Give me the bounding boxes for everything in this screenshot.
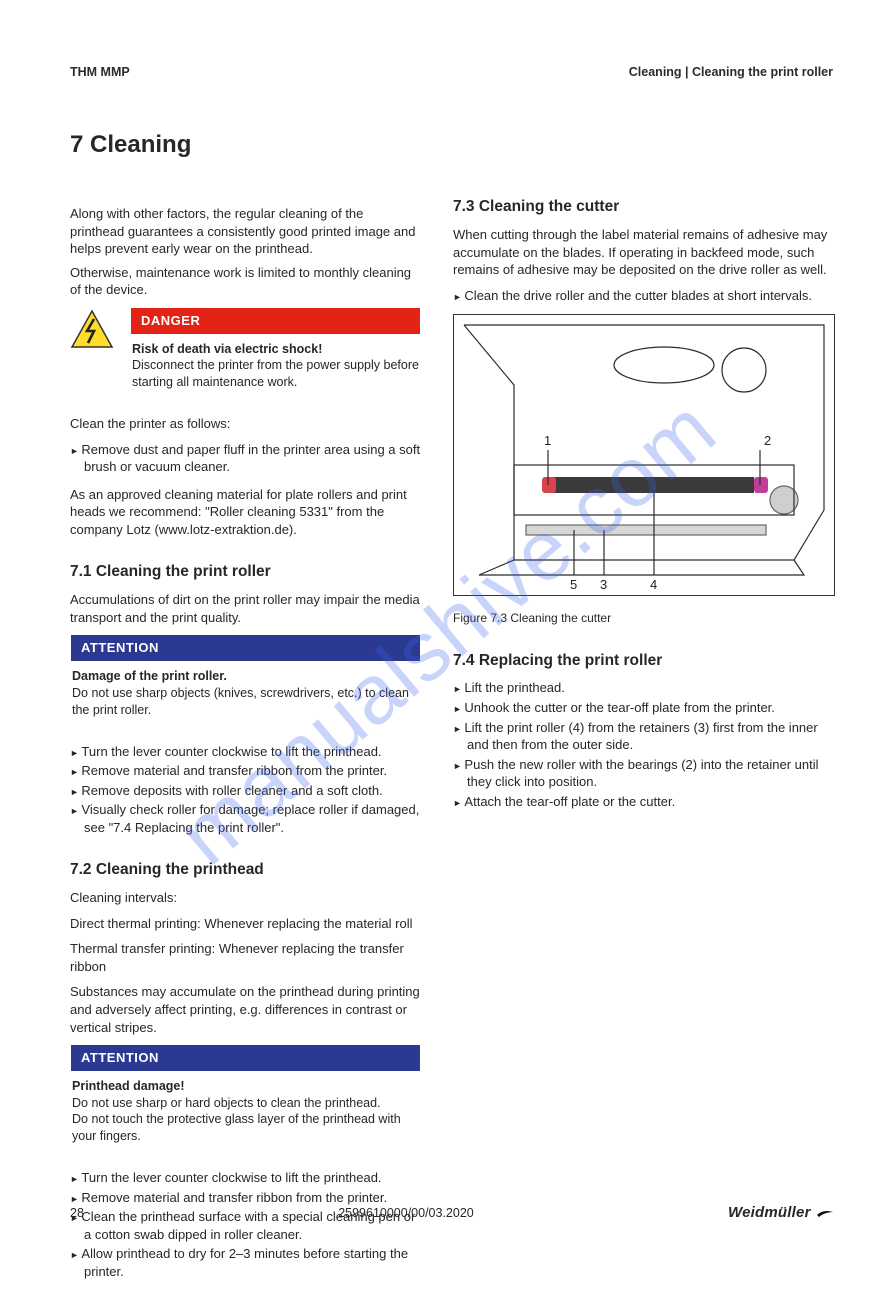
section-7-2-title: 7.2 Cleaning the printhead — [70, 860, 421, 881]
attention-text: Do not use sharp objects (knives, screwd… — [72, 685, 419, 719]
leader-5: 5 — [570, 577, 577, 592]
list-item: Turn the lever counter clockwise to lift… — [70, 1169, 421, 1187]
list-item: Turn the lever counter clockwise to lift… — [70, 743, 421, 761]
list-item: Unhook the cutter or the tear-off plate … — [453, 699, 833, 717]
figure-caption: Figure 7.3 Cleaning the cutter — [453, 610, 833, 626]
list-item: Remove deposits with roller cleaner and … — [70, 782, 421, 800]
intro-paragraph-2: Otherwise, maintenance work is limited t… — [70, 264, 421, 299]
section-7-2-steps: Turn the lever counter clockwise to lift… — [70, 1169, 421, 1280]
list-item: Visually check roller for damage; replac… — [70, 801, 421, 836]
brand-swoosh-icon — [817, 1208, 833, 1217]
cleaning-intervals-label: Cleaning intervals: — [70, 889, 421, 907]
attention-callout-2: ATTENTION Printhead damage! Do not use s… — [70, 1044, 421, 1147]
attention-heading: Printhead damage! — [72, 1078, 419, 1095]
attention-heading: Damage of the print roller. — [72, 668, 419, 685]
running-header: THM MMP Cleaning | Cleaning the print ro… — [70, 64, 833, 81]
leader-3: 3 — [600, 577, 607, 592]
section-7-3-text: When cutting through the label material … — [453, 226, 833, 279]
section-7-1-title: 7.1 Cleaning the print roller — [70, 562, 421, 583]
page-number: 28 — [70, 1205, 84, 1222]
section-7-1-text: Accumulations of dirt on the print rolle… — [70, 591, 421, 626]
attention-text-2: Do not touch the protective glass layer … — [72, 1111, 419, 1145]
danger-text: Disconnect the printer from the power su… — [132, 357, 419, 391]
section-7-1-steps: Turn the lever counter clockwise to lift… — [70, 743, 421, 837]
header-left: THM MMP — [70, 64, 130, 81]
attention-text-1: Do not use sharp or hard objects to clea… — [72, 1095, 419, 1112]
interval-thermal-transfer: Thermal transfer printing: Whenever repl… — [70, 940, 421, 975]
footer: 28 2599610000/00/03.2020 Weidmüller — [70, 1203, 833, 1223]
list-item: Push the new roller with the bearings (2… — [453, 756, 833, 791]
section-7-3-title: 7.3 Cleaning the cutter — [453, 197, 833, 218]
section-7-3-steps: Clean the drive roller and the cutter bl… — [453, 287, 833, 305]
intro-bullets: Remove dust and paper fluff in the print… — [70, 441, 421, 476]
interval-direct-thermal: Direct thermal printing: Whenever replac… — [70, 915, 421, 933]
section-7-4-steps: Lift the printhead. Unhook the cutter or… — [453, 679, 833, 810]
brand-name: Weidmüller — [728, 1204, 811, 1221]
intro-paragraph-4: As an approved cleaning material for pla… — [70, 486, 421, 539]
list-item: Lift the print roller (4) from the retai… — [453, 719, 833, 754]
list-item: Attach the tear-off plate or the cutter. — [453, 793, 833, 811]
attention-label: ATTENTION — [71, 1045, 420, 1071]
leader-4: 4 — [650, 577, 657, 592]
doc-number: 2599610000/00/03.2020 — [338, 1205, 474, 1222]
page-title: 7 Cleaning — [70, 129, 833, 161]
figure-7-3: 1 2 5 3 4 — [453, 314, 835, 596]
danger-heading: Risk of death via electric shock! — [132, 341, 419, 358]
header-right: Cleaning | Cleaning the print roller — [629, 64, 833, 81]
danger-label: DANGER — [131, 308, 420, 334]
section-7-4-title: 7.4 Replacing the print roller — [453, 651, 833, 672]
list-item: Remove material and transfer ribbon from… — [70, 762, 421, 780]
intro-paragraph-3: Clean the printer as follows: — [70, 415, 421, 433]
intro-paragraph-1: Along with other factors, the regular cl… — [70, 205, 421, 258]
list-item: Lift the printhead. — [453, 679, 833, 697]
attention-label: ATTENTION — [71, 635, 420, 661]
leader-1: 1 — [544, 433, 551, 448]
attention-callout-1: ATTENTION Damage of the print roller. Do… — [70, 634, 421, 720]
danger-callout: DANGER Risk of death via electric shock!… — [70, 307, 421, 393]
leader-2: 2 — [764, 433, 771, 448]
list-item: Clean the drive roller and the cutter bl… — [453, 287, 833, 305]
brand-logo: Weidmüller — [728, 1203, 833, 1223]
list-item: Remove dust and paper fluff in the print… — [70, 441, 421, 476]
electric-shock-icon — [70, 309, 114, 349]
section-7-2-tail: Substances may accumulate on the printhe… — [70, 983, 421, 1036]
